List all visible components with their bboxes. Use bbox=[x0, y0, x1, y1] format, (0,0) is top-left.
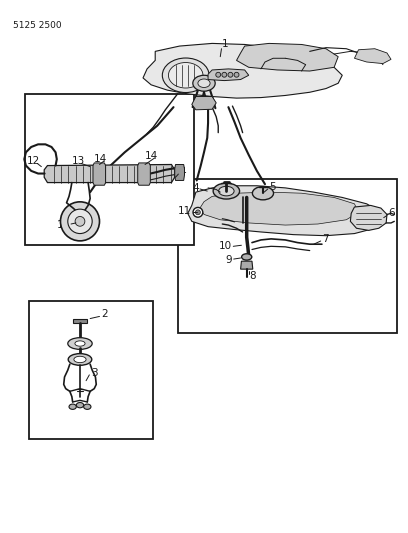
Text: 8: 8 bbox=[250, 271, 256, 281]
Polygon shape bbox=[241, 261, 253, 269]
Ellipse shape bbox=[219, 187, 234, 196]
Circle shape bbox=[195, 210, 200, 215]
Ellipse shape bbox=[75, 341, 85, 346]
Polygon shape bbox=[350, 205, 387, 230]
Bar bbox=[25, 94, 194, 245]
Text: 11: 11 bbox=[178, 206, 191, 216]
Ellipse shape bbox=[69, 404, 76, 409]
Text: 14: 14 bbox=[94, 154, 107, 164]
Circle shape bbox=[228, 72, 233, 77]
Polygon shape bbox=[138, 163, 150, 185]
Text: 4: 4 bbox=[192, 183, 199, 193]
Circle shape bbox=[222, 72, 227, 77]
Text: 5: 5 bbox=[269, 182, 276, 192]
Text: 10: 10 bbox=[219, 241, 232, 252]
Ellipse shape bbox=[74, 356, 86, 362]
Polygon shape bbox=[355, 49, 391, 63]
Polygon shape bbox=[188, 186, 383, 236]
Circle shape bbox=[75, 216, 85, 226]
Ellipse shape bbox=[68, 338, 92, 349]
Text: 1: 1 bbox=[222, 39, 229, 50]
Text: 12: 12 bbox=[27, 156, 40, 166]
Text: 14: 14 bbox=[145, 151, 158, 161]
Polygon shape bbox=[93, 163, 106, 185]
Text: 6: 6 bbox=[388, 208, 395, 219]
Polygon shape bbox=[192, 96, 216, 110]
Circle shape bbox=[216, 72, 221, 77]
Polygon shape bbox=[175, 165, 184, 181]
Text: 2: 2 bbox=[102, 309, 108, 319]
Text: 4: 4 bbox=[180, 167, 186, 177]
Polygon shape bbox=[200, 192, 359, 225]
Polygon shape bbox=[73, 319, 87, 324]
Text: 7: 7 bbox=[322, 234, 328, 244]
Text: 13: 13 bbox=[72, 156, 85, 166]
Polygon shape bbox=[44, 165, 175, 183]
Ellipse shape bbox=[84, 404, 91, 409]
Ellipse shape bbox=[162, 58, 209, 93]
Polygon shape bbox=[237, 43, 338, 71]
Circle shape bbox=[193, 207, 203, 217]
Ellipse shape bbox=[253, 187, 273, 200]
Text: 9: 9 bbox=[226, 255, 233, 265]
Ellipse shape bbox=[213, 183, 239, 199]
Text: 3: 3 bbox=[91, 368, 98, 378]
Ellipse shape bbox=[68, 353, 92, 365]
Polygon shape bbox=[143, 43, 342, 98]
Text: 5125 2500: 5125 2500 bbox=[13, 21, 62, 30]
Circle shape bbox=[60, 202, 100, 241]
Text: 10: 10 bbox=[57, 220, 70, 230]
Circle shape bbox=[234, 72, 239, 77]
Ellipse shape bbox=[193, 75, 215, 91]
Ellipse shape bbox=[76, 402, 84, 408]
Ellipse shape bbox=[169, 62, 203, 88]
Ellipse shape bbox=[242, 254, 252, 260]
Bar bbox=[177, 179, 397, 333]
Polygon shape bbox=[208, 69, 249, 80]
Ellipse shape bbox=[198, 79, 210, 87]
Circle shape bbox=[68, 209, 92, 233]
Bar bbox=[29, 301, 153, 439]
